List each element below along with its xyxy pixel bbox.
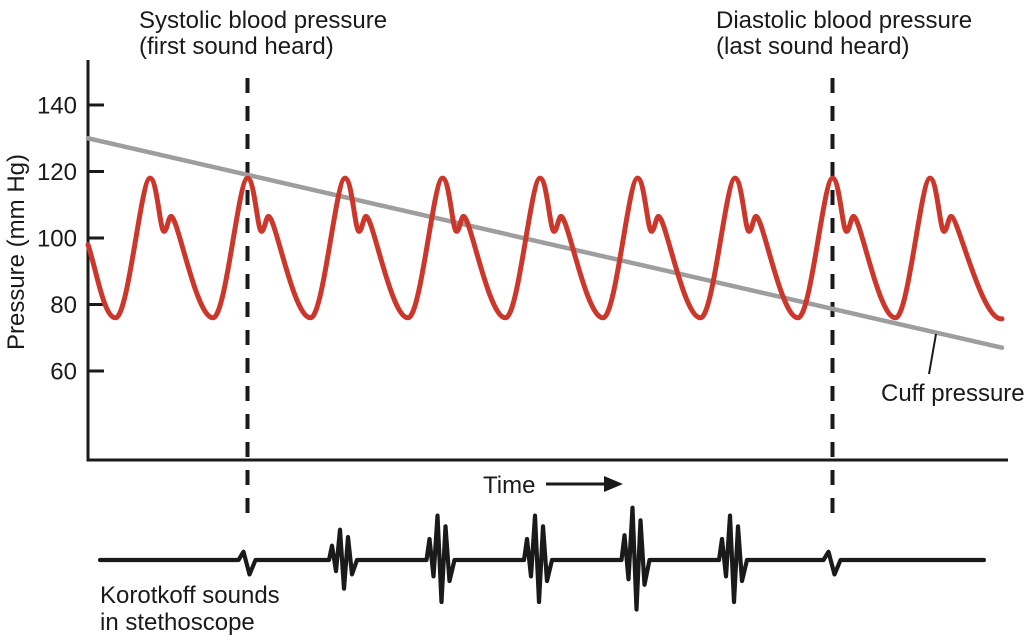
korotkoff-label-line2: in stethoscope: [100, 609, 255, 636]
cuff-pressure-label: Cuff pressure: [881, 380, 1024, 407]
arterial-pulse-path: [85, 175, 1005, 322]
arterial-pulse-waveform: [85, 175, 1005, 322]
korotkoff-label-line1: Korotkoff sounds: [100, 582, 280, 609]
korotkoff-sound-trace: [97, 505, 987, 612]
cuff-pressure-path: [85, 136, 1005, 350]
systolic-label-line1: Systolic blood pressure: [139, 7, 387, 34]
y-tick-label: 120: [37, 159, 77, 186]
diastolic-label-line2: (last sound heard): [716, 33, 909, 60]
cuff-leader-line: [928, 333, 937, 375]
diastolic-label-line1: Diastolic blood pressure: [716, 7, 972, 34]
y-tick-label: 140: [37, 93, 77, 120]
y-tick-label: 60: [50, 359, 77, 386]
x-axis-title: Time: [483, 472, 535, 499]
time-arrowhead-icon: [604, 476, 623, 492]
axes: [86, 60, 1008, 462]
systolic-label-line2: (first sound heard): [139, 33, 334, 60]
cuff-pressure-line: [85, 136, 1005, 350]
annotation-dashed-lines: [245, 78, 835, 524]
y-axis-title: Pressure (mm Hg): [3, 154, 30, 350]
y-tick-label: 100: [37, 226, 77, 253]
y-tick-label: 80: [50, 292, 77, 319]
korotkoff-path: [97, 505, 987, 612]
y-axis-ticks: 140 120 100 80 60: [37, 93, 104, 386]
time-arrow: [546, 476, 623, 492]
